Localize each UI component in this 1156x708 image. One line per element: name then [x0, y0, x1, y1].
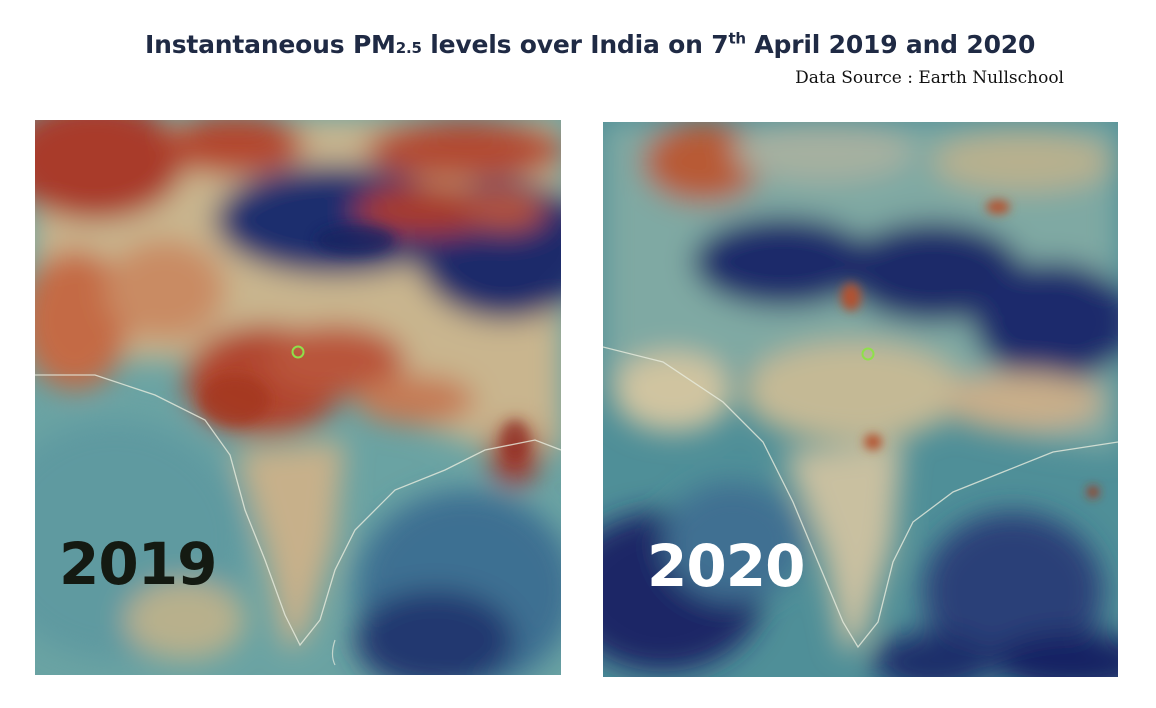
title-prefix: Instantaneous — [145, 30, 353, 59]
pm25-map-2020: 2020 — [603, 122, 1118, 677]
title-pm: PM — [352, 30, 396, 59]
title-middle: levels over India on 7 — [421, 30, 729, 59]
map-2020-graphic — [603, 122, 1118, 677]
data-source-note: Data Source : Earth Nullschool — [795, 68, 1064, 88]
pm25-map-2019: 2019 — [35, 120, 561, 675]
year-label-2019: 2019 — [59, 530, 217, 598]
chart-title: Instantaneous PM2.5 levels over India on… — [145, 30, 1075, 59]
year-label-2020: 2020 — [647, 532, 805, 600]
title-superscript: th — [728, 29, 746, 48]
map-2019-graphic — [35, 120, 561, 675]
delhi-marker-icon — [291, 345, 305, 359]
delhi-marker-icon — [861, 347, 875, 361]
title-pm-subscript: 2.5 — [395, 39, 422, 57]
title-suffix: April 2019 and 2020 — [745, 30, 1036, 59]
